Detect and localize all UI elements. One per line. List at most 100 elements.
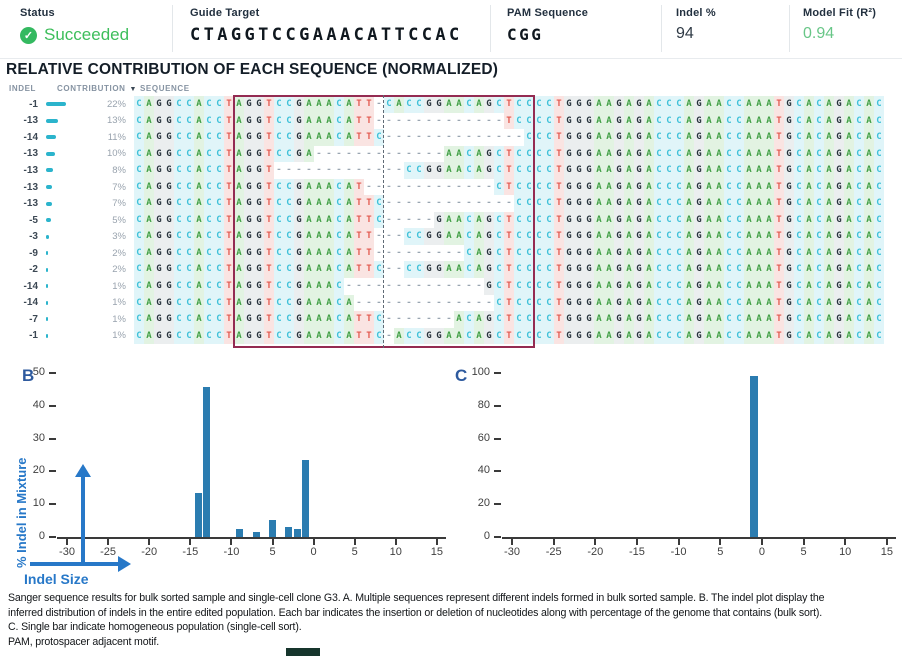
seq-cell: A [844,278,854,295]
seq-cell: C [724,311,734,328]
seq-cell: A [844,261,854,279]
contribution-bar [46,201,52,206]
seq-cell: G [154,162,164,179]
seq-cell: C [664,311,674,328]
seq-cell: A [314,112,324,130]
seq-cell: C [794,178,804,196]
seq-cell: T [354,261,364,279]
x-tick-label: 0 [758,546,765,558]
seq-cell: A [754,178,764,196]
indel-value: -13 [23,148,38,160]
seq-cell: C [204,162,214,179]
seq-cell: G [574,96,584,113]
seq-cell: G [164,228,174,245]
seq-cell: A [324,178,334,196]
seq-cell: A [644,129,654,146]
seq-cell: - [494,195,504,212]
seq-cell: A [824,327,834,345]
seq-cell: A [704,278,714,295]
seq-cell: C [274,294,284,312]
seq-cell: C [274,311,284,328]
seq-cell: T [774,145,784,163]
seq-cell: C [664,96,674,113]
y-tick-label: 60 [477,431,490,444]
seq-cell: - [434,112,444,130]
seq-cell: C [724,178,734,196]
seq-cell: A [344,129,354,146]
seq-cell: T [554,145,564,163]
seq-cell: C [544,211,554,229]
seq-cell: G [584,294,594,312]
seq-cell: T [774,112,784,130]
seq-cell: A [604,294,614,312]
seq-cell: - [364,162,374,179]
seq-cell: A [624,278,634,295]
col-contribution-sort[interactable]: CONTRIBUTION ▼ [57,84,137,93]
seq-cell: C [464,228,474,245]
seq-cell: G [784,228,794,245]
sort-descending-icon: ▼ [129,86,138,93]
seq-cell: A [764,162,774,179]
seq-cell: C [134,195,144,212]
seq-cell: T [364,327,374,345]
seq-cell: C [134,96,144,113]
seq-cell: C [794,211,804,229]
seq-cell: C [724,327,734,345]
seq-cell: A [604,311,614,328]
seq-cell: G [164,195,174,212]
contribution-percent: 5% [112,214,126,226]
seq-cell: C [464,327,474,345]
seq-cell: - [434,278,444,295]
seq-cell: G [434,228,444,245]
seq-cell: A [144,162,154,179]
seq-cell: C [174,162,184,179]
seq-cell: A [764,211,774,229]
seq-cell: G [154,261,164,279]
seq-cell: C [734,129,744,146]
seq-cell: G [484,211,494,229]
seq-cell: G [254,261,264,279]
seq-cell: G [614,211,624,229]
seq-cell: A [454,327,464,345]
seq-cell: - [474,178,484,196]
seq-cell: A [594,162,604,179]
seq-cell: G [244,327,254,345]
seq-cell: T [354,178,364,196]
seq-cell: A [324,244,334,262]
seq-cell: C [664,294,674,312]
seq-cell: A [604,327,614,345]
seq-cell: C [814,311,824,328]
seq-cell: G [564,96,574,113]
seq-cell: A [454,145,464,163]
seq-cell: A [684,195,694,212]
seq-cell: A [644,211,654,229]
seq-cell: C [464,96,474,113]
alignment-row: -13 8% C A G G C C A C C T A G G T - - - - - - - - - - - - - C C G G A A C A… [0,162,902,179]
seq-cell: A [754,311,764,328]
contribution-bar-cell [46,267,92,272]
x-tick-mark [312,539,315,545]
x-tick-mark [552,539,555,545]
x-tick-label: 15 [880,546,893,558]
seq-cell: - [284,162,294,179]
seq-cell: C [184,244,194,262]
seq-cell: G [784,195,794,212]
seq-cell: C [664,278,674,295]
seq-cell: A [824,228,834,245]
seq-cell: A [314,211,324,229]
x-tick-label: 10 [389,546,402,558]
seq-cell: G [614,327,624,345]
seq-cell: A [864,294,874,312]
seq-cell: G [574,294,584,312]
seq-cell: A [444,162,454,179]
seq-cell: T [554,129,564,146]
seq-cell: A [684,327,694,345]
seq-cell: - [374,244,384,262]
x-tick-label: 5 [800,546,807,558]
seq-cell: C [674,195,684,212]
seq-cell: - [354,278,364,295]
seq-cell: A [754,211,764,229]
seq-cell: C [664,244,674,262]
seq-cell: - [304,162,314,179]
